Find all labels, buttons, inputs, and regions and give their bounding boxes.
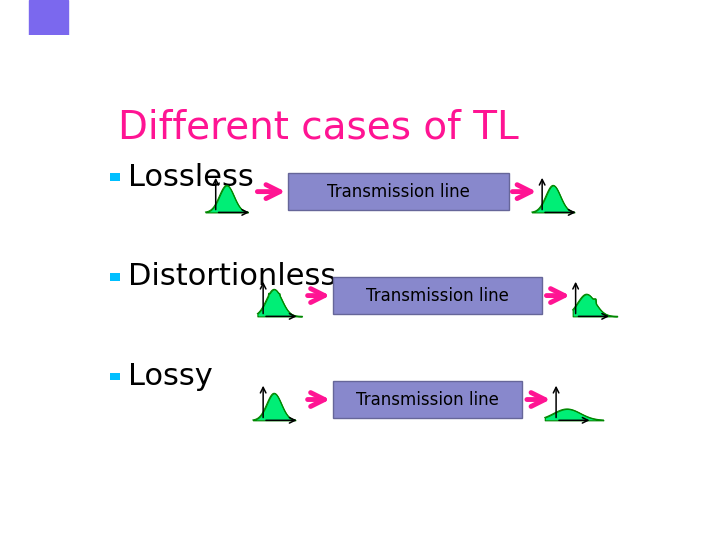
Text: Distortionless: Distortionless bbox=[128, 262, 336, 292]
Bar bbox=[110, 173, 120, 181]
FancyBboxPatch shape bbox=[288, 173, 508, 211]
Text: Lossy: Lossy bbox=[128, 362, 212, 391]
Text: Transmission line: Transmission line bbox=[356, 390, 499, 409]
Text: Lossless: Lossless bbox=[128, 163, 253, 192]
Bar bbox=[110, 273, 120, 281]
Bar bbox=[110, 373, 120, 380]
Text: Transmission line: Transmission line bbox=[327, 183, 469, 201]
Bar bbox=[29, 0, 68, 35]
FancyBboxPatch shape bbox=[333, 277, 542, 314]
Text: Different cases of TL: Different cases of TL bbox=[118, 109, 518, 146]
Text: Transmission line: Transmission line bbox=[366, 287, 509, 305]
FancyBboxPatch shape bbox=[333, 381, 523, 418]
